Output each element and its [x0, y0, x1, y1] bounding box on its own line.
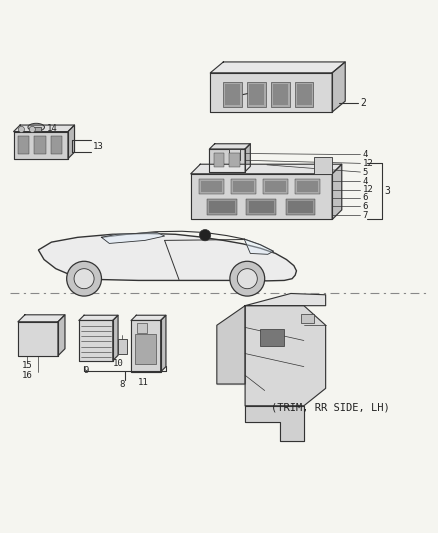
Polygon shape: [244, 239, 273, 254]
Circle shape: [237, 269, 257, 289]
Polygon shape: [14, 132, 68, 158]
Bar: [297, 181, 318, 192]
Polygon shape: [113, 315, 118, 360]
Bar: [297, 84, 312, 105]
Text: 5: 5: [363, 167, 368, 176]
Bar: [135, 334, 156, 364]
Text: (TRIM, RR SIDE, LH): (TRIM, RR SIDE, LH): [271, 403, 390, 413]
Bar: [214, 154, 224, 167]
Polygon shape: [245, 305, 325, 406]
Bar: [265, 181, 286, 192]
Text: 10: 10: [113, 359, 124, 368]
Polygon shape: [79, 320, 113, 360]
Bar: [229, 149, 240, 160]
Text: 4: 4: [363, 177, 368, 185]
Polygon shape: [209, 144, 251, 149]
Bar: [207, 199, 237, 215]
Text: 14: 14: [47, 124, 58, 133]
Polygon shape: [131, 320, 161, 372]
Circle shape: [18, 126, 25, 133]
Polygon shape: [18, 322, 58, 356]
Text: 15: 15: [21, 361, 32, 370]
Bar: [209, 201, 235, 213]
Text: 13: 13: [93, 142, 103, 151]
Text: 4: 4: [363, 150, 368, 159]
Circle shape: [230, 261, 265, 296]
Polygon shape: [68, 125, 74, 158]
Circle shape: [29, 126, 35, 133]
Text: 2: 2: [360, 98, 366, 108]
Bar: [223, 82, 242, 107]
Text: 11: 11: [138, 378, 148, 387]
Circle shape: [199, 230, 211, 241]
Polygon shape: [58, 315, 65, 356]
Text: 12: 12: [363, 185, 373, 195]
Bar: [263, 179, 288, 194]
Bar: [295, 82, 314, 107]
Polygon shape: [332, 164, 342, 220]
Bar: [198, 179, 224, 194]
Bar: [233, 181, 254, 192]
Bar: [249, 84, 264, 105]
Polygon shape: [191, 164, 342, 174]
Bar: [118, 339, 127, 353]
Bar: [301, 314, 314, 323]
Bar: [314, 157, 332, 174]
Polygon shape: [332, 62, 345, 112]
Polygon shape: [210, 62, 345, 73]
Text: 3: 3: [385, 186, 390, 196]
Text: 12: 12: [363, 159, 373, 168]
Polygon shape: [39, 233, 297, 281]
Bar: [249, 201, 274, 213]
Bar: [231, 179, 256, 194]
Polygon shape: [245, 294, 325, 305]
Bar: [225, 84, 240, 105]
Polygon shape: [79, 315, 118, 320]
Bar: [201, 181, 222, 192]
Polygon shape: [191, 174, 332, 220]
Bar: [273, 84, 288, 105]
Text: 7: 7: [363, 211, 368, 220]
Bar: [260, 329, 284, 346]
Polygon shape: [14, 125, 74, 132]
Bar: [18, 136, 29, 154]
Bar: [51, 136, 62, 154]
Polygon shape: [209, 149, 245, 172]
Polygon shape: [210, 73, 332, 112]
Bar: [35, 136, 46, 154]
Bar: [288, 201, 313, 213]
Bar: [286, 199, 315, 215]
Ellipse shape: [28, 123, 45, 131]
Circle shape: [67, 261, 102, 296]
Text: 9: 9: [83, 367, 88, 375]
Polygon shape: [18, 315, 65, 322]
Text: 1: 1: [231, 90, 237, 100]
Bar: [137, 323, 147, 333]
Text: 8: 8: [120, 381, 125, 390]
Polygon shape: [245, 144, 251, 172]
Text: 6: 6: [363, 202, 368, 211]
Text: 16: 16: [21, 372, 32, 380]
Bar: [31, 127, 41, 131]
Bar: [295, 179, 321, 194]
Bar: [247, 82, 265, 107]
Bar: [271, 82, 290, 107]
Circle shape: [74, 269, 94, 289]
Bar: [230, 154, 240, 167]
Bar: [247, 199, 276, 215]
Polygon shape: [131, 315, 166, 320]
Polygon shape: [161, 315, 166, 372]
Polygon shape: [217, 305, 245, 384]
Polygon shape: [245, 406, 304, 441]
Polygon shape: [102, 232, 165, 244]
Text: 6: 6: [363, 193, 368, 202]
